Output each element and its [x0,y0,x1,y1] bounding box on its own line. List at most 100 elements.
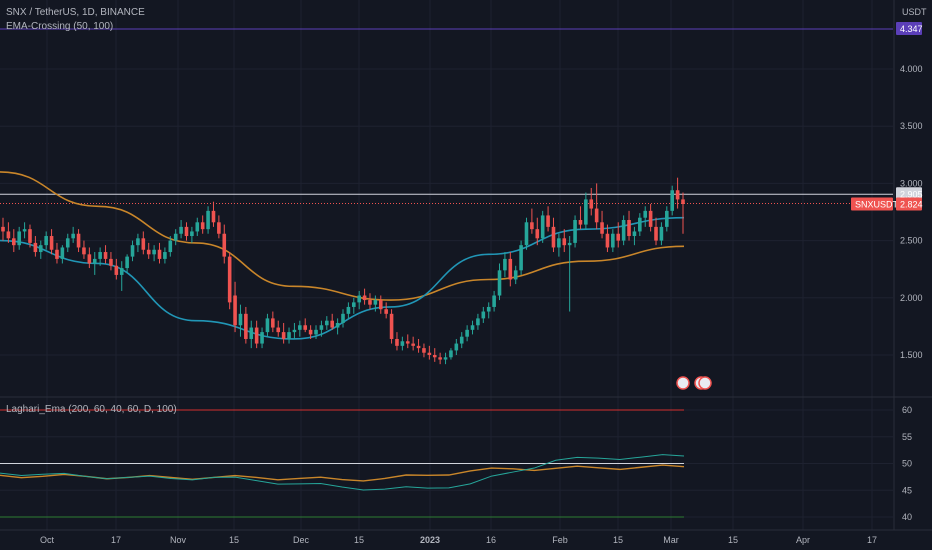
candle-body[interactable] [168,240,173,253]
candle-body[interactable] [481,311,486,319]
candle-body[interactable] [643,210,648,218]
candle-body[interactable] [244,313,248,339]
candle-body[interactable] [638,217,642,232]
candle-body[interactable] [38,245,43,253]
candle-body[interactable] [146,249,151,255]
candlesticks[interactable] [1,177,685,365]
candle-body[interactable] [422,348,426,353]
candle-body[interactable] [449,350,453,358]
candle-body[interactable] [211,210,216,223]
candle-body[interactable] [470,325,475,330]
candle-body[interactable] [238,313,243,326]
candle-body[interactable] [227,256,232,303]
candle-body[interactable] [362,295,367,301]
candle-body[interactable] [378,300,383,310]
candle-body[interactable] [486,306,491,312]
candle-body[interactable] [254,327,259,344]
candle-body[interactable] [22,229,27,232]
candle-body[interactable] [265,318,270,333]
candle-body[interactable] [670,190,675,211]
candle-body[interactable] [163,252,167,259]
candle-body[interactable] [351,302,356,307]
candle-body[interactable] [589,199,594,209]
candle-body[interactable] [411,343,415,346]
candle-body[interactable] [330,320,335,328]
candle-body[interactable] [454,343,459,351]
candle-body[interactable] [346,306,351,314]
candle-body[interactable] [503,258,507,271]
candle-body[interactable] [648,210,653,227]
oscillator-pane[interactable] [0,409,685,518]
flag-icon[interactable] [698,376,712,390]
candle-body[interactable] [271,318,275,328]
candle-body[interactable] [373,300,378,305]
candle-body[interactable] [524,222,529,246]
candle-body[interactable] [654,226,658,241]
candle-body[interactable] [233,295,237,326]
candle-body[interactable] [114,265,119,275]
candle-body[interactable] [1,226,5,232]
candle-body[interactable] [152,249,156,255]
candle-body[interactable] [184,226,189,237]
candle-body[interactable] [594,208,599,223]
candle-body[interactable] [562,238,567,246]
candle-body[interactable] [55,249,59,259]
candle-body[interactable] [303,325,308,330]
candle-body[interactable] [60,247,65,259]
candle-body[interactable] [368,300,372,305]
oscillator-axis[interactable]: 60 55 50 45 40 [902,405,912,522]
candle-body[interactable] [627,220,631,237]
indicator-ema-crossing[interactable]: EMA-Crossing (50, 100) [6,21,114,32]
candle-body[interactable] [206,210,210,230]
candle-body[interactable] [292,329,297,333]
candle-body[interactable] [298,325,302,330]
candle-body[interactable] [65,238,70,248]
candle-body[interactable] [335,322,340,328]
candle-body[interactable] [281,332,286,339]
candle-body[interactable] [551,226,556,248]
price-axis[interactable]: 4.000 3.500 3.000 2.500 2.000 1.500 [900,64,923,360]
candle-body[interactable] [578,220,583,225]
candle-body[interactable] [157,249,162,259]
candle-body[interactable] [519,245,523,271]
time-axis[interactable]: Oct 17 Nov 15 Dec 15 2023 16 Feb 15 Mar 15 Apr 17 [40,535,877,545]
candle-body[interactable] [195,222,200,232]
candle-body[interactable] [141,238,146,250]
indicator-laghari-ema[interactable]: Laghari_Ema (200, 60, 40, 60, D, 100) [6,404,177,415]
candle-body[interactable] [130,245,135,257]
candle-body[interactable] [71,233,75,239]
candle-body[interactable] [616,233,621,241]
candle-body[interactable] [190,231,194,237]
candle-body[interactable] [632,231,637,237]
candle-body[interactable] [103,252,108,259]
candle-body[interactable] [567,242,572,246]
candle-body[interactable] [535,229,540,239]
candle-body[interactable] [357,295,361,303]
candle-body[interactable] [319,325,324,330]
candle-body[interactable] [659,226,664,241]
candle-body[interactable] [325,320,329,326]
candle-body[interactable] [384,309,388,314]
candle-body[interactable] [675,190,680,200]
candle-body[interactable] [443,357,448,360]
candle-body[interactable] [395,338,399,346]
candle-body[interactable] [6,231,11,239]
candle-body[interactable] [508,258,513,280]
candle-body[interactable] [540,215,545,239]
candle-body[interactable] [308,329,313,335]
candle-body[interactable] [33,242,38,253]
candle-body[interactable] [621,220,626,241]
candle-body[interactable] [427,352,432,355]
candle-body[interactable] [125,256,129,269]
event-markers[interactable] [676,376,712,390]
candle-body[interactable] [492,295,496,307]
candle-body[interactable] [432,355,437,358]
candle-body[interactable] [109,258,113,266]
candle-body[interactable] [389,313,394,339]
candle-body[interactable] [605,233,610,248]
candle-body[interactable] [17,231,21,246]
candle-body[interactable] [416,345,421,349]
candle-body[interactable] [76,233,81,248]
candle-body[interactable] [465,329,469,337]
candle-body[interactable] [136,238,140,246]
